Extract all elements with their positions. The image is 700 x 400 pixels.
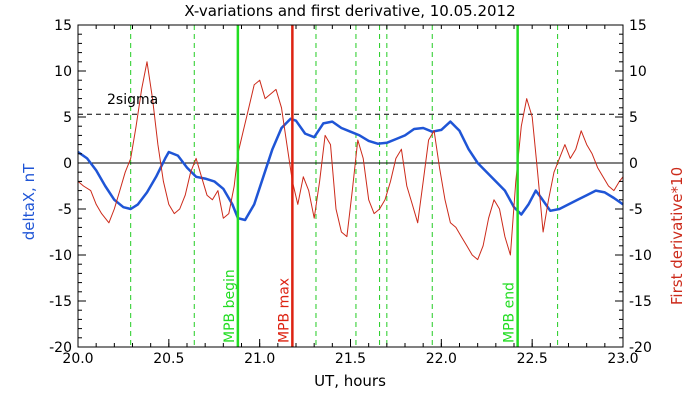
y-tick-label-left: 5 [63,110,72,126]
y-tick-label-left: -15 [49,294,72,310]
y-tick-label-right: 10 [629,64,647,80]
y-tick-label-left: -20 [49,340,72,356]
threshold-label: 2sigma [107,92,158,108]
axes-layer: 20.0 20.5 21.0 21.5 22.0 22.5 23.0-20 -20-15 -15… [49,18,652,367]
y-tick-label-right: -15 [629,294,652,310]
y-tick-label-right: -20 [629,340,652,356]
mpb-max-label: MPB max [276,278,292,343]
plot-frame [77,24,624,348]
series-derivative-line [77,61,624,261]
reference-lines [78,25,623,347]
y-tick-label-left: 10 [54,64,72,80]
y-axis-label-left: deltaX, nT [20,163,38,240]
y-tick-label-right: 0 [629,156,638,172]
x-tick-label: 23.0 [607,351,638,367]
y-tick-label-right: -5 [629,202,643,218]
y-axis-label-right: First derivative*10 [668,167,686,305]
x-tick-label: 21.0 [244,351,275,367]
x-tick-label: 21.5 [335,351,366,367]
x-tick-label: 22.0 [426,351,457,367]
y-tick-label-left: -5 [58,202,72,218]
y-tick-label-left: 0 [63,156,72,172]
chart-title: X-variations and first derivative, 10.05… [184,2,515,20]
y-tick-label-right: -10 [629,248,652,264]
x-tick-label: 22.5 [517,351,548,367]
mpb-end-label: MPB end [502,282,518,343]
y-tick-label-right: 5 [629,110,638,126]
event-markers: MPB begin MPB max MPB end [222,25,519,347]
mpb-begin-label: MPB begin [222,269,238,343]
series-layer [77,61,624,261]
series-deltax-line [77,117,624,222]
x-axis-label: UT, hours [314,372,386,390]
y-tick-label-left: -10 [49,248,72,264]
y-tick-label-left: 15 [54,18,72,34]
x-tick-label: 20.5 [153,351,184,367]
y-tick-label-right: 15 [629,18,647,34]
x-tick-label: 20.0 [62,351,93,367]
